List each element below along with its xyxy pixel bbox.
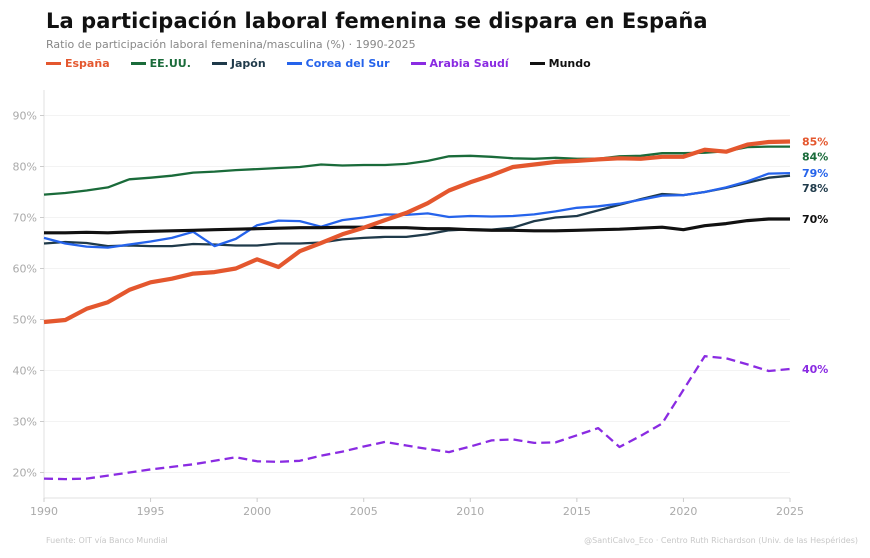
- series-line-arabia-saudi: [43, 355, 791, 481]
- end-label-mundo: 70%: [802, 213, 828, 226]
- series-line-mundo: [44, 217, 790, 235]
- chart-subtitle: Ratio de participación laboral femenina/…: [46, 38, 416, 51]
- chart-title: La participación laboral femenina se dis…: [46, 9, 708, 33]
- legend-item-espana[interactable]: España: [46, 57, 110, 70]
- legend-label: Mundo: [548, 57, 591, 70]
- end-label-corea-del-sur: 79%: [802, 167, 828, 180]
- end-label-espana: 85%: [802, 136, 828, 149]
- legend-label: Corea del Sur: [305, 57, 390, 70]
- legend-swatch: [410, 62, 426, 65]
- x-tick-label: 1995: [137, 505, 165, 518]
- y-tick-label: 50%: [13, 314, 37, 327]
- end-labels: 85% 84% 79% 78% 70% 40%: [802, 136, 828, 376]
- legend: España EE.UU. Japón Corea del Sur Arabia Sau…: [46, 57, 612, 70]
- legend-swatch: [46, 62, 61, 65]
- y-tick-label: 30%: [13, 416, 37, 429]
- legend-swatch: [529, 62, 545, 65]
- legend-swatch: [286, 62, 302, 65]
- credit-note: @SantiCalvo_Eco · Centro Ruth Richardson…: [584, 536, 858, 545]
- x-tick-label: 2010: [456, 505, 484, 518]
- legend-swatch: [211, 62, 227, 65]
- y-tick-label: 80%: [13, 161, 37, 174]
- x-tick-label: 2000: [243, 505, 271, 518]
- legend-item-japon[interactable]: Japón: [211, 57, 266, 70]
- end-label-ee-uu: 84%: [802, 151, 828, 164]
- legend-item-mundo[interactable]: Mundo: [529, 57, 591, 70]
- y-tick-label: 90%: [13, 110, 37, 123]
- series-line-japon: [43, 174, 791, 248]
- source-note: Fuente: OIT vía Banco Mundial: [46, 536, 168, 545]
- legend-item-corea-del-sur[interactable]: Corea del Sur: [286, 57, 390, 70]
- y-tick-label: 20%: [13, 467, 37, 480]
- legend-label: EE.UU.: [149, 57, 191, 70]
- end-label-arabia-saudi: 40%: [802, 363, 828, 376]
- legend-label: Japón: [230, 57, 266, 70]
- series-line-espana: [43, 139, 791, 325]
- series-line-corea-del-sur: [43, 171, 791, 249]
- series-lines: [43, 139, 791, 481]
- legend-swatch: [130, 62, 146, 65]
- x-tick-label: 2025: [776, 505, 804, 518]
- gridlines: [44, 115, 790, 473]
- legend-label: España: [65, 57, 110, 70]
- x-tick-label: 2020: [669, 505, 697, 518]
- y-tick-label: 60%: [13, 263, 37, 276]
- x-tick-label: 2005: [350, 505, 378, 518]
- legend-item-arabia-saudi[interactable]: Arabia Saudí: [410, 57, 509, 70]
- x-tick-label: 1990: [30, 505, 58, 518]
- y-tick-label: 70%: [13, 212, 37, 225]
- end-label-japon: 78%: [802, 182, 828, 195]
- axes: 20% 30% 40% 50% 60% 70% 80% 90% 1990 1995 2000 2005…: [13, 90, 804, 518]
- series-line-ee-uu: [43, 145, 790, 196]
- y-tick-label: 40%: [13, 365, 37, 378]
- legend-item-ee-uu[interactable]: EE.UU.: [130, 57, 191, 70]
- legend-label: Arabia Saudí: [429, 57, 509, 70]
- x-tick-label: 2015: [563, 505, 591, 518]
